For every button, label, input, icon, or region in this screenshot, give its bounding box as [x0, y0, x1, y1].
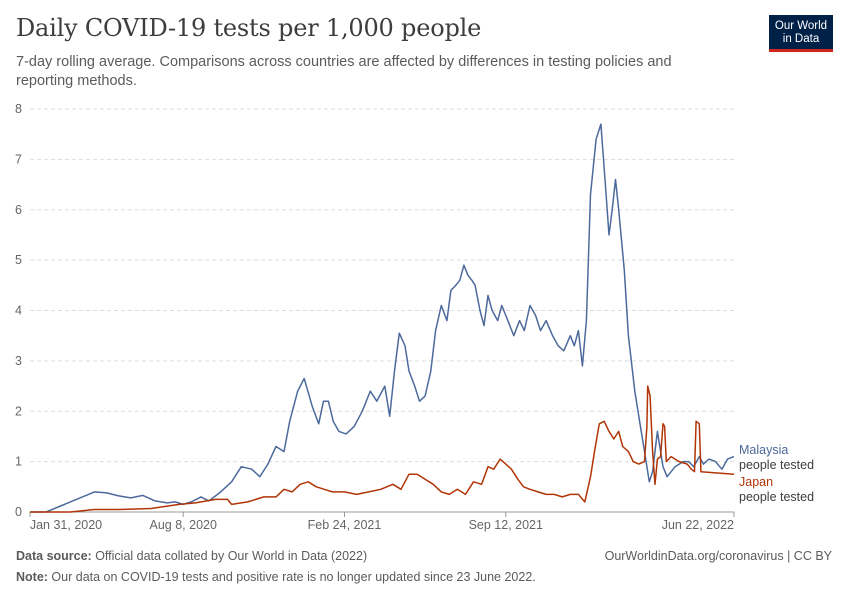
x-tick-label: Aug 8, 2020	[150, 518, 217, 532]
y-tick-label: 1	[15, 455, 22, 469]
x-tick-label: Jan 31, 2020	[30, 518, 102, 532]
logo-line-1: Our World	[774, 20, 828, 32]
logo-line-2: in Data	[782, 33, 820, 45]
y-tick-label: 7	[15, 152, 22, 166]
data-source: Data source: Official data collated by O…	[16, 549, 367, 563]
y-tick-label: 0	[15, 505, 22, 519]
data-note: Note: Our data on COVID-19 tests and pos…	[16, 570, 536, 584]
owid-logo[interactable]: Our World in Data	[769, 15, 833, 52]
data-source-text: Official data collated by Our World in D…	[91, 549, 368, 563]
series-line-malaysia	[30, 123, 735, 513]
series-label-japan: Japan	[739, 475, 773, 489]
y-tick-label: 6	[15, 203, 22, 217]
data-source-label: Data source:	[16, 549, 92, 563]
y-tick-label: 8	[15, 102, 22, 116]
series-sublabel-malaysia: people tested	[739, 458, 814, 472]
y-tick-label: 2	[15, 404, 22, 418]
x-tick-label: Sep 12, 2021	[469, 518, 543, 532]
source-link[interactable]: OurWorldinData.org/coronavirus | CC BY	[604, 549, 832, 563]
note-label: Note:	[16, 570, 48, 584]
y-tick-label: 5	[15, 253, 22, 267]
y-tick-label: 4	[15, 304, 22, 318]
y-tick-label: 3	[15, 354, 22, 368]
series-sublabel-japan: people tested	[739, 490, 814, 504]
chart-subtitle: 7-day rolling average. Comparisons acros…	[16, 54, 672, 89]
x-tick-label: Jun 22, 2022	[662, 518, 734, 532]
series-label-malaysia: Malaysia	[739, 443, 788, 457]
x-tick-label: Feb 24, 2021	[308, 518, 382, 532]
series-line-japan	[30, 385, 735, 513]
chart-title: Daily COVID-19 tests per 1,000 people	[16, 14, 482, 42]
note-text: Our data on COVID-19 tests and positive …	[47, 570, 536, 584]
